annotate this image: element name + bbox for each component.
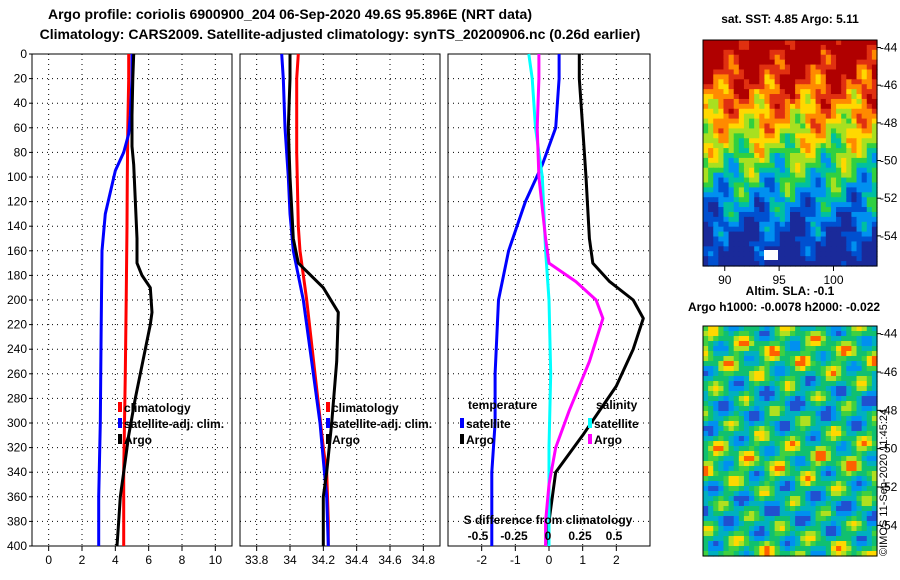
series-line-argo: [286, 54, 340, 546]
sla-map: -44 -46 -48 -50 -52 -54: [702, 325, 898, 557]
x-tick-label: 0: [546, 553, 553, 567]
legend-label: climatology: [332, 401, 399, 415]
x-tick-label: 34.6: [378, 553, 402, 567]
series-line-satellite-adj-clim-: [280, 53, 330, 547]
sst-map: -44 -46 -48 -50 -52 -54: [702, 39, 898, 267]
y-tick-label: 260: [7, 367, 27, 381]
x-tick-label: 1: [579, 553, 586, 567]
lon-tick-label: 95: [772, 273, 786, 287]
y-tick-label: 160: [7, 244, 27, 258]
y-tick-label: 380: [7, 514, 27, 528]
x-tick-label: 2: [79, 553, 86, 567]
profile-panel-1: 0 2 4 6 8 10020406080100120140160180200220240…: [7, 47, 233, 567]
chart-title-line1: Argo profile: coriolis 6900900_204 06-Se…: [47, 6, 532, 22]
series-line-salinity-satellite: [527, 53, 553, 546]
series-line-salinity-argo: [535, 54, 605, 546]
x-tick-label: -2: [476, 553, 487, 567]
y-tick-label: 400: [7, 539, 27, 553]
y-tick-label: 300: [7, 416, 27, 430]
profile-panel-3: -2 -1 0 1 2 temperature salinity satellite Argo s…: [447, 53, 651, 567]
legend-label: satellite: [594, 417, 639, 431]
x2-tick-label: 0: [545, 529, 552, 543]
sla-map-title: Altim. SLA: -0.1: [745, 284, 835, 298]
x-tick-label: 34: [283, 553, 297, 567]
y-tick-label: 320: [7, 441, 27, 455]
chart-title-line2: Climatology: CARS2009. Satellite-adjuste…: [39, 26, 641, 42]
y-tick-label: 20: [14, 72, 28, 86]
x-tick-label: 34.4: [345, 553, 369, 567]
x-tick-label: 33.8: [245, 553, 269, 567]
y-tick-label: 340: [7, 465, 27, 479]
x2-axis-label: S difference from climatology: [464, 513, 633, 527]
x2-tick-label: 0.25: [568, 529, 592, 543]
profile-panel-2: 33.8 34 34.2 34.4 34.6 34.8 climatology satelli…: [239, 53, 441, 567]
lat-tick-label: -48: [880, 116, 898, 130]
y-tick-label: 100: [7, 170, 27, 184]
lat-tick-label: -48: [880, 403, 898, 417]
legend-heading-salinity: salinity: [596, 398, 638, 412]
map-frame: [702, 39, 878, 267]
map-frame: [702, 325, 878, 557]
y-tick-label: 200: [7, 293, 27, 307]
y-tick-label: 40: [14, 96, 28, 110]
legend-label: Argo: [332, 433, 360, 447]
lat-tick-label: -46: [880, 365, 898, 379]
y-tick-label: 120: [7, 195, 27, 209]
series-line-climatology: [122, 54, 131, 546]
series-line-satellite-adj-clim-: [97, 54, 134, 546]
x-tick-label: 8: [179, 553, 186, 567]
lat-tick-label: -54: [880, 518, 898, 532]
legend-label: Argo: [124, 433, 152, 447]
legend-label: climatology: [124, 401, 191, 415]
legend-label: satellite: [466, 417, 511, 431]
x-tick-label: 6: [145, 553, 152, 567]
y-tick-label: 80: [14, 145, 28, 159]
y-tick-label: 180: [7, 268, 27, 282]
lat-tick-label: -52: [880, 191, 898, 205]
lat-tick-label: -54: [880, 229, 898, 243]
y-tick-label: 280: [7, 391, 27, 405]
x2-tick-label: -0.25: [500, 529, 528, 543]
x-tick-label: -1: [510, 553, 521, 567]
legend-label: satellite-adj. clim.: [332, 417, 432, 431]
x-tick-label: 34.8: [412, 553, 436, 567]
legend-label: satellite-adj. clim.: [124, 417, 224, 431]
x-tick-label: 0: [45, 553, 52, 567]
x-tick-label: 10: [209, 553, 223, 567]
legend-label: Argo: [594, 433, 622, 447]
lat-tick-label: -46: [880, 78, 898, 92]
lat-tick-label: -52: [880, 480, 898, 494]
argo-location-marker: [764, 250, 778, 260]
sst-map-title: sat. SST: 4.85 Argo: 5.11: [721, 12, 859, 26]
x2-tick-label: -0.5: [468, 529, 489, 543]
series-line-temperature-argo: [544, 54, 645, 547]
series-line-argo: [115, 53, 154, 547]
x2-tick-label: 0.5: [606, 529, 623, 543]
x-tick-label: 34.2: [312, 553, 336, 567]
lat-tick-label: -50: [880, 154, 898, 168]
y-tick-label: 240: [7, 342, 27, 356]
y-tick-label: 360: [7, 490, 27, 504]
lat-tick-label: -50: [880, 442, 898, 456]
x-tick-label: 2: [613, 553, 620, 567]
lon-tick-label: 100: [823, 273, 843, 287]
series-line-temperature-satellite: [490, 54, 561, 546]
legend-label: Argo: [466, 433, 494, 447]
y-tick-label: 0: [20, 47, 27, 61]
legend-heading-temperature: temperature: [468, 398, 538, 412]
sla-map-subtitle: Argo h1000: -0.0078 h2000: -0.022: [687, 300, 881, 314]
y-tick-label: 220: [7, 318, 27, 332]
x-tick-label: 4: [112, 553, 119, 567]
y-tick-label: 140: [7, 219, 27, 233]
lat-tick-label: -44: [880, 327, 898, 341]
lat-tick-label: -44: [880, 41, 898, 55]
y-tick-label: 60: [14, 121, 28, 135]
lon-tick-label: 90: [718, 273, 732, 287]
